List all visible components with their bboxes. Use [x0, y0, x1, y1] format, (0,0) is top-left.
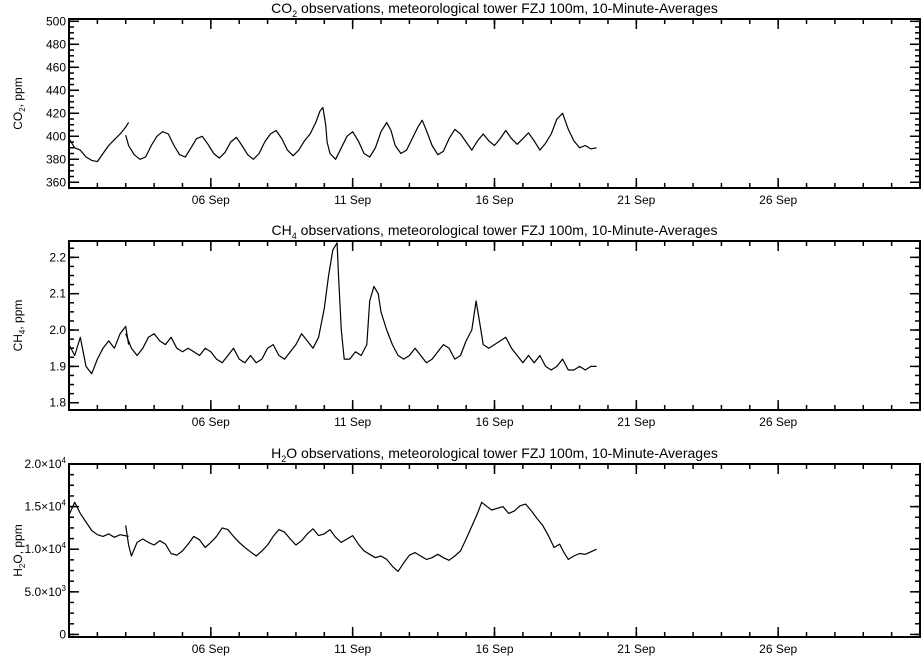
- chart-title: CH4 observations, meteorological tower F…: [272, 222, 718, 241]
- y-tick-label: 460: [46, 60, 66, 74]
- x-tick-label: 06 Sep: [192, 415, 230, 429]
- x-tick-label: 26 Sep: [759, 642, 797, 656]
- y-tick-label: 400: [46, 129, 66, 143]
- chart-panel-2: CH4 observations, meteorological tower F…: [11, 222, 921, 429]
- x-tick-label: 11 Sep: [334, 415, 371, 429]
- y-tick-label: 1.5×104: [25, 499, 67, 514]
- series-line-segment-1: [68, 122, 130, 163]
- x-tick-label: 26 Sep: [759, 415, 797, 429]
- y-tick-label: 1.8: [49, 396, 66, 410]
- x-tick-label: 16 Sep: [475, 415, 513, 429]
- chart-title: H2O observations, meteorological tower F…: [271, 445, 718, 464]
- plot-frame: [68, 18, 921, 189]
- y-tick-label: 2.0: [49, 323, 66, 337]
- x-tick-label: 06 Sep: [192, 642, 230, 656]
- y-tick-label: 380: [46, 152, 66, 166]
- y-axis-label: H2O, ppm: [11, 524, 27, 576]
- chart-panel-1: CO2 observations, meteorological tower F…: [11, 0, 921, 207]
- x-tick-label: 11 Sep: [334, 642, 371, 656]
- y-axis-label: CH4, ppm: [11, 300, 27, 352]
- series-line-segment-1: [68, 325, 130, 375]
- y-tick-label: 2.0×104: [25, 456, 67, 471]
- x-tick-label: 06 Sep: [192, 193, 230, 207]
- y-tick-label: 500: [46, 14, 66, 28]
- y-tick-label: 440: [46, 83, 66, 97]
- x-tick-label: 16 Sep: [475, 193, 513, 207]
- plot-frame: [68, 463, 921, 638]
- plot-frame: [68, 240, 921, 411]
- x-tick-label: 21 Sep: [617, 642, 655, 656]
- y-tick-label: 1.0×104: [25, 541, 67, 556]
- series-line-segment-1: [68, 501, 129, 538]
- series-line-segment-2: [125, 242, 597, 371]
- x-tick-label: 16 Sep: [475, 642, 513, 656]
- x-tick-label: 21 Sep: [617, 415, 655, 429]
- y-tick-label: 420: [46, 106, 66, 120]
- series-line-segment-2: [125, 106, 597, 160]
- y-tick-label: 2.1: [49, 287, 66, 301]
- chart-panel-3: H2O observations, meteorological tower F…: [11, 445, 921, 656]
- y-tick-label: 480: [46, 37, 66, 51]
- y-tick-label: 360: [46, 175, 66, 189]
- y-tick-label: 5.0×103: [25, 584, 67, 599]
- x-tick-label: 11 Sep: [334, 193, 371, 207]
- series-line-segment-2: [125, 501, 597, 573]
- x-tick-label: 26 Sep: [759, 193, 797, 207]
- x-tick-label: 21 Sep: [617, 193, 655, 207]
- chart-title: CO2 observations, meteorological tower F…: [271, 0, 718, 19]
- y-tick-label: 0: [59, 627, 66, 641]
- y-tick-label: 2.2: [49, 250, 66, 264]
- y-axis-label: CO2, ppm: [11, 77, 27, 129]
- y-tick-label: 1.9: [49, 359, 66, 373]
